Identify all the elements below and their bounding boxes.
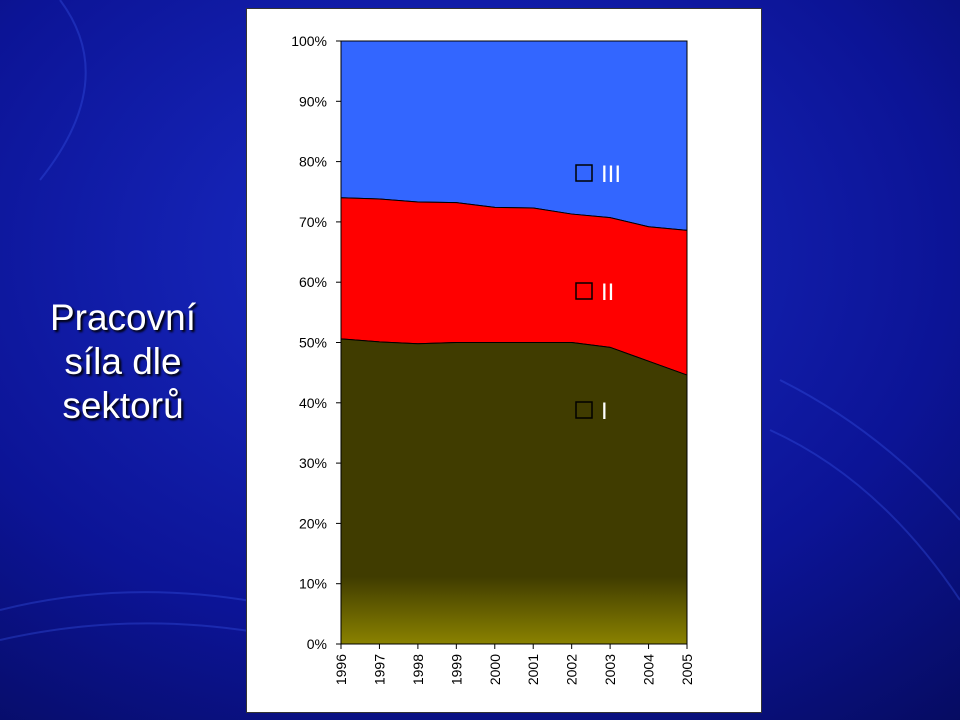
y-tick-label: 100% xyxy=(291,33,327,49)
y-tick-label: 0% xyxy=(307,636,327,652)
ticks-layer: 0% 10% 20% 30% 40% 50% 60% 70% 80% 90% 100% 1996 199… xyxy=(291,33,695,685)
legend-item-II: II xyxy=(575,279,614,306)
x-tick-label: 1998 xyxy=(410,654,426,685)
x-tick-label: 2003 xyxy=(602,654,618,685)
legend-label: I xyxy=(601,398,608,425)
slide-title-line-3: sektorů xyxy=(62,385,184,426)
y-tick-label: 20% xyxy=(299,515,327,531)
slide-title-line-1: Pracovní xyxy=(49,297,196,338)
y-tick-label: 30% xyxy=(299,455,327,471)
y-tick-label: 50% xyxy=(299,335,327,351)
slide-title-line-2: síla dle xyxy=(64,341,182,382)
y-tick-label: 90% xyxy=(299,93,327,109)
legend-swatch xyxy=(575,164,593,182)
x-tick-label: 2002 xyxy=(564,654,580,685)
y-tick-label: 60% xyxy=(299,274,327,290)
x-tick-label: 1996 xyxy=(333,654,349,685)
x-tick-label: 1999 xyxy=(448,654,464,685)
y-tick-label: 10% xyxy=(299,576,327,592)
chart-panel: 0% 10% 20% 30% 40% 50% 60% 70% 80% 90% 100% 1996 199… xyxy=(246,8,762,713)
legend-label: II xyxy=(601,279,614,306)
legend-label: III xyxy=(601,161,621,188)
stacked-area-chart: 0% 10% 20% 30% 40% 50% 60% 70% 80% 90% 100% 1996 199… xyxy=(291,33,695,685)
legend-swatch xyxy=(575,282,593,300)
x-tick-label: 2004 xyxy=(641,654,657,685)
x-tick-label: 2005 xyxy=(679,654,695,685)
legend-item-I: I xyxy=(575,398,608,425)
slide-title: Pracovní síla dle sektorů xyxy=(18,296,228,428)
y-tick-label: 80% xyxy=(299,154,327,170)
areas-layer xyxy=(340,40,688,645)
y-tick-label: 70% xyxy=(299,214,327,230)
y-tick-label: 40% xyxy=(299,395,327,411)
x-tick-label: 1997 xyxy=(371,654,387,685)
area-series-I xyxy=(340,338,688,645)
legend-item-III: III xyxy=(575,161,621,188)
x-tick-label: 2000 xyxy=(487,654,503,685)
x-tick-label: 2001 xyxy=(525,654,541,685)
legend-swatch xyxy=(575,401,593,419)
